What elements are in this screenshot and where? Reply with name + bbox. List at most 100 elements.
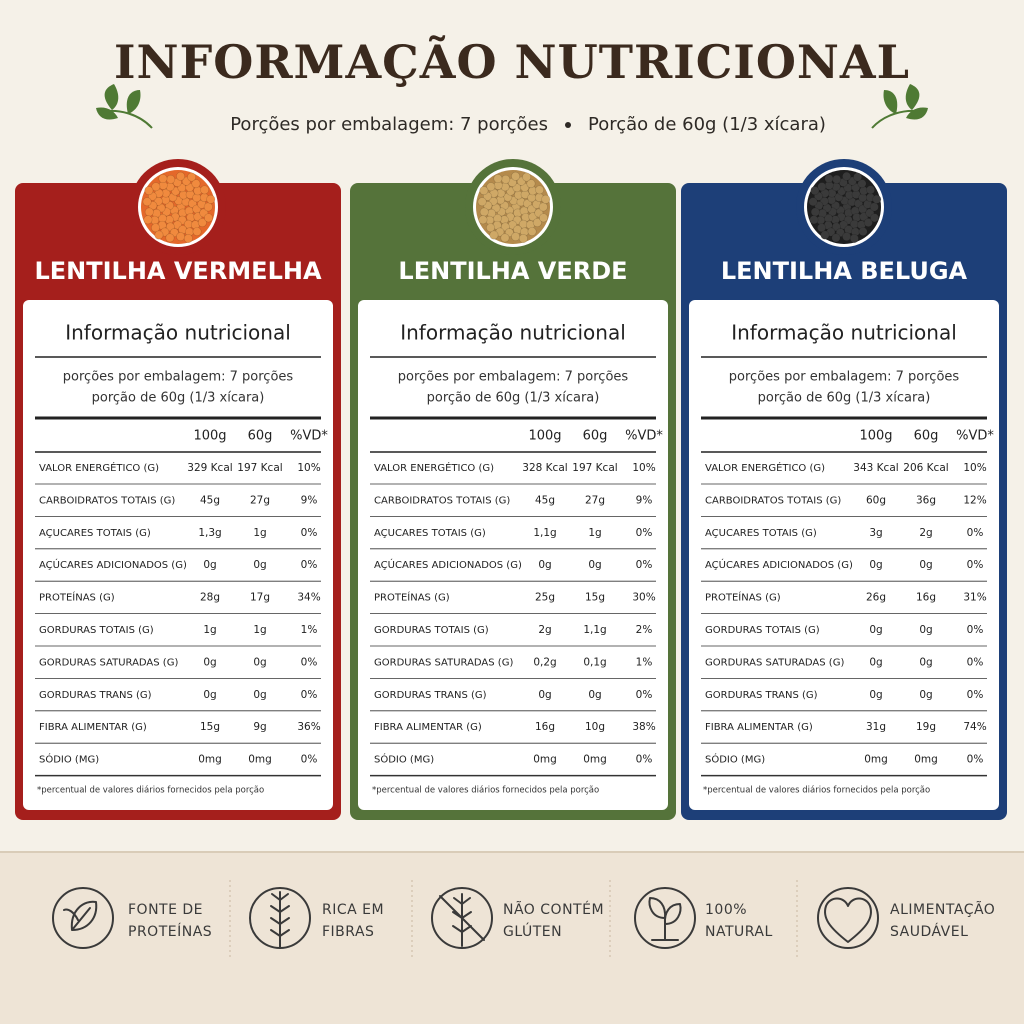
serving-line: porção de 60g (1/3 xícara) [758,391,931,406]
nutrient-label: CARBOIDRATOS TOTAIS (G) [39,495,175,506]
nutrient-value: 2% [636,624,653,636]
lentil-seed [486,223,496,233]
nutrient-label: GORDURAS SATURADAS (G) [705,657,844,668]
lentil-seed [165,233,175,243]
lentil-seed [817,182,827,192]
nutrient-value: 36% [297,721,320,733]
nutrient-value: 0mg [583,754,607,766]
nutrient-value: 0% [967,689,984,701]
nutrient-value: 0mg [248,754,272,766]
nutrient-value: 0g [869,689,882,701]
lentil-seed [831,233,841,243]
leaf-decoration-right [871,84,928,129]
lentil-seed [144,207,154,217]
lentil-seed [142,197,152,207]
column-header: 60g [914,429,939,444]
footnote: *percentual de valores diários fornecido… [703,786,930,796]
lentil-seed [849,233,859,243]
nutrient-value: 9% [301,494,318,506]
lentil-seed [518,233,528,243]
label-card [689,300,999,810]
badge-text: 100% [705,902,747,918]
nutrient-value: 0g [869,559,882,571]
nutrient-value: 36g [916,494,936,506]
nutrient-value: 45g [535,494,555,506]
nutrient-label: AÇÚCARES ADICIONADOS (G) [705,558,853,571]
nutrient-value: 45g [200,494,220,506]
nutrient-value: 343 Kcal [853,462,898,474]
nutrient-label: GORDURAS TOTAIS (G) [374,625,489,636]
lentil-seed [808,197,818,207]
lentil-seed [820,230,830,240]
badge-icon [63,900,98,931]
nutrient-label: AÇÚCARES ADICIONADOS (G) [374,558,522,571]
lentil-seed [166,174,176,184]
nutrient-value: 34% [297,592,320,604]
nutrient-value: 0% [636,754,653,766]
nutrient-value: 0g [919,689,932,701]
nutrient-label: GORDURAS SATURADAS (G) [39,657,178,668]
lentil-seed [144,186,154,196]
nutrient-value: 0,1g [583,656,606,668]
lentil-seed [817,223,827,233]
lentil-seed [842,232,852,242]
lentil-seed [151,223,161,233]
nutrient-label: GORDURAS SATURADAS (G) [374,657,513,668]
badge-icon-ring [817,887,879,949]
lentil-seed [493,174,503,184]
nutrient-value: 0% [301,527,318,539]
badge-icon [648,897,682,941]
lentil-seed [511,171,521,181]
column-header: 100g [528,429,561,444]
nutrient-label: AÇUCARES TOTAIS (G) [39,528,151,539]
nutrient-value: 0g [253,559,266,571]
lentil-seed [526,179,536,189]
nutrient-value: 0% [301,656,318,668]
nutrient-value: 0g [253,689,266,701]
nutrient-value: 0g [869,656,882,668]
lentil-seed [809,215,819,225]
lentil-seed [176,171,186,181]
serving-line: porção de 60g (1/3 xícara) [92,391,265,406]
nutrient-value: 1g [588,527,601,539]
column-header: 100g [193,429,226,444]
lentil-seed [511,232,521,242]
leaf-decoration-left [96,84,153,129]
nutrient-value: 0% [636,527,653,539]
nutrient-label: GORDURAS TRANS (G) [39,690,152,701]
column-header: %VD* [290,429,328,444]
serving-line: porção de 60g (1/3 xícara) [427,391,600,406]
badge-text: ALIMENTAÇÃO [890,901,995,918]
footnote: *percentual de valores diários fornecido… [37,786,264,796]
nutrient-label: VALOR ENERGÉTICO (G) [39,461,159,474]
badge-text: PROTEÍNAS [128,923,212,940]
lentil-seed [489,230,499,240]
nutrient-label: GORDURAS TOTAIS (G) [39,625,154,636]
nutrient-value: 1,1g [533,527,556,539]
nutrient-value: 25g [535,592,555,604]
nutrient-label: AÇÚCARES ADICIONADOS (G) [39,558,187,571]
nutrient-label: SÓDIO (MG) [705,753,765,766]
badge-text: RICA EM [322,902,384,918]
nutrient-value: 0% [967,527,984,539]
nutrient-label: FIBRA ALIMENTAR (G) [374,722,482,733]
nutrient-value: 17g [250,592,270,604]
nutrient-value: 0% [967,559,984,571]
nutrient-label: PROTEÍNAS (G) [39,591,115,604]
badge-text: FONTE DE [128,902,203,918]
nutrient-label: AÇUCARES TOTAIS (G) [374,528,486,539]
panel-name: LENTILHA VERDE [398,257,627,285]
table-title: Informação nutricional [731,321,957,345]
lentil-seed [486,182,496,192]
badge-text: SAUDÁVEL [890,923,968,940]
lentil-seed [858,227,868,237]
nutrient-value: 1g [253,527,266,539]
nutrient-label: CARBOIDRATOS TOTAIS (G) [705,495,841,506]
nutrient-label: PROTEÍNAS (G) [705,591,781,604]
badge-text: GLÚTEN [503,922,562,940]
nutrient-value: 0g [919,559,932,571]
nutrient-value: 0g [919,624,932,636]
nutrient-value: 10% [632,462,655,474]
badge-text: NÃO CONTÉM [503,901,604,918]
nutrient-value: 10% [297,462,320,474]
